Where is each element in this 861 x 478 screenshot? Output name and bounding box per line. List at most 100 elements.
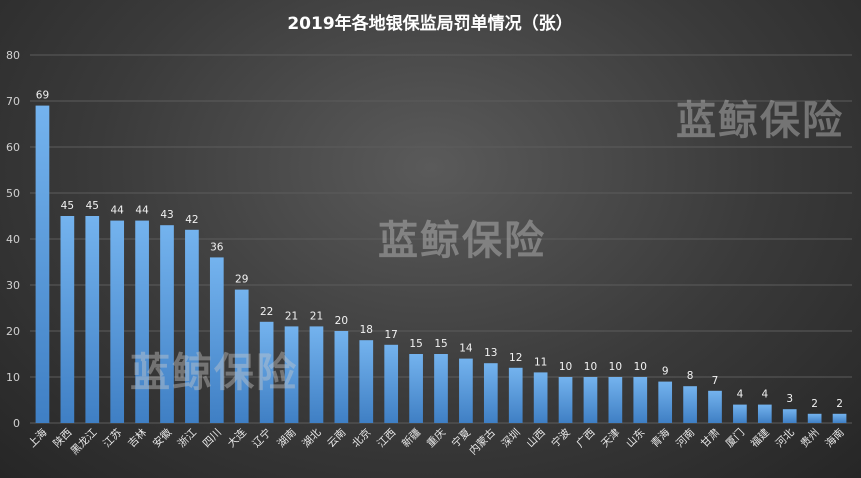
data-label: 10 xyxy=(559,361,572,373)
x-tick-label: 内蒙古 xyxy=(466,426,497,457)
data-label: 42 xyxy=(185,214,198,226)
x-tick-label: 甘肃 xyxy=(698,426,722,450)
y-tick-label: 20 xyxy=(6,325,20,338)
data-label: 44 xyxy=(135,205,149,217)
bar xyxy=(135,220,149,423)
watermark-center: 蓝鲸保险 xyxy=(378,218,546,264)
data-label: 21 xyxy=(310,310,323,322)
bar xyxy=(334,331,349,423)
data-label: 18 xyxy=(360,324,373,336)
data-label: 69 xyxy=(36,90,49,102)
bar xyxy=(35,105,50,423)
bar xyxy=(185,229,199,423)
data-label: 45 xyxy=(86,200,99,212)
data-label: 12 xyxy=(509,352,522,364)
data-label: 13 xyxy=(484,347,497,359)
x-tick-label: 黑龙江 xyxy=(68,426,100,458)
data-label: 45 xyxy=(61,200,74,212)
y-tick-label: 0 xyxy=(13,417,20,430)
y-tick-label: 30 xyxy=(6,279,20,292)
data-label: 7 xyxy=(712,375,719,387)
data-label: 44 xyxy=(110,205,124,217)
bar xyxy=(209,257,224,423)
bar xyxy=(807,413,822,423)
data-label: 21 xyxy=(285,310,298,322)
bar xyxy=(483,363,498,423)
y-tick-label: 50 xyxy=(6,187,20,200)
y-tick-label: 60 xyxy=(6,141,20,154)
bar xyxy=(508,367,523,423)
bar xyxy=(583,377,598,423)
bar xyxy=(683,386,697,423)
bar xyxy=(733,404,747,423)
x-tick-label: 辽宁 xyxy=(250,426,274,450)
data-label: 17 xyxy=(384,329,397,341)
x-tick-label: 山西 xyxy=(524,427,547,450)
x-tick-label: 河北 xyxy=(774,426,798,450)
bar xyxy=(60,216,75,423)
data-label: 10 xyxy=(634,361,647,373)
x-tick-label: 宁波 xyxy=(549,426,573,450)
x-tick-label: 大连 xyxy=(225,426,249,450)
bar xyxy=(359,340,374,423)
data-label: 4 xyxy=(761,389,768,401)
x-tick-label: 北京 xyxy=(349,426,373,450)
x-tick-label: 福建 xyxy=(748,426,772,450)
x-tick-label: 浙江 xyxy=(176,426,200,450)
bar xyxy=(533,372,548,423)
data-label: 22 xyxy=(260,306,273,318)
x-tick-label: 安徽 xyxy=(150,426,174,450)
data-label: 9 xyxy=(662,366,669,378)
y-tick-label: 70 xyxy=(6,95,20,108)
x-tick-label: 云南 xyxy=(324,426,348,450)
x-tick-label: 新疆 xyxy=(399,426,423,450)
bar xyxy=(459,358,473,423)
data-label: 8 xyxy=(687,370,694,382)
data-label: 14 xyxy=(459,343,473,355)
bar xyxy=(757,404,772,423)
bar xyxy=(384,344,399,423)
y-tick-label: 80 xyxy=(6,49,20,62)
data-label: 43 xyxy=(160,209,173,221)
data-label: 15 xyxy=(434,338,447,350)
x-tick-label: 湖北 xyxy=(300,426,324,450)
x-tick-label: 天津 xyxy=(599,426,623,450)
bar xyxy=(608,377,623,423)
bar xyxy=(633,377,648,423)
data-label: 29 xyxy=(235,274,248,286)
x-tick-label: 海南 xyxy=(823,426,847,450)
x-tick-label: 湖南 xyxy=(275,426,299,450)
bar xyxy=(110,220,125,423)
data-label: 36 xyxy=(210,241,224,253)
bar xyxy=(832,413,847,423)
bar xyxy=(160,225,174,423)
bar xyxy=(309,326,324,423)
x-tick-label: 广西 xyxy=(574,427,597,450)
x-tick-label: 深圳 xyxy=(500,427,523,450)
x-tick-label: 江西 xyxy=(375,427,398,450)
bar xyxy=(558,377,573,423)
x-tick-label: 四川 xyxy=(201,427,224,450)
watermark-top-right: 蓝鲸保险 xyxy=(676,98,844,144)
x-tick-label: 青海 xyxy=(648,426,672,450)
data-label: 11 xyxy=(534,356,547,368)
data-label: 3 xyxy=(786,393,793,405)
y-tick-label: 40 xyxy=(6,233,20,246)
bar xyxy=(284,326,299,423)
data-label: 2 xyxy=(811,398,818,410)
data-label: 4 xyxy=(737,389,744,401)
x-tick-label: 山东 xyxy=(623,426,647,450)
bar xyxy=(658,381,673,423)
data-label: 10 xyxy=(609,361,622,373)
chart-title: 2019年各地银保监局罚单情况（张） xyxy=(287,13,572,34)
x-tick-label: 吉林 xyxy=(125,426,149,450)
data-label: 15 xyxy=(409,338,422,350)
watermark-bottom-left: 蓝鲸保险 xyxy=(130,350,298,396)
bar xyxy=(782,409,797,423)
x-tick-label: 重庆 xyxy=(424,426,448,450)
bar xyxy=(259,321,274,423)
bar xyxy=(434,354,448,423)
x-tick-label: 贵州 xyxy=(798,426,822,450)
bar xyxy=(409,354,423,423)
